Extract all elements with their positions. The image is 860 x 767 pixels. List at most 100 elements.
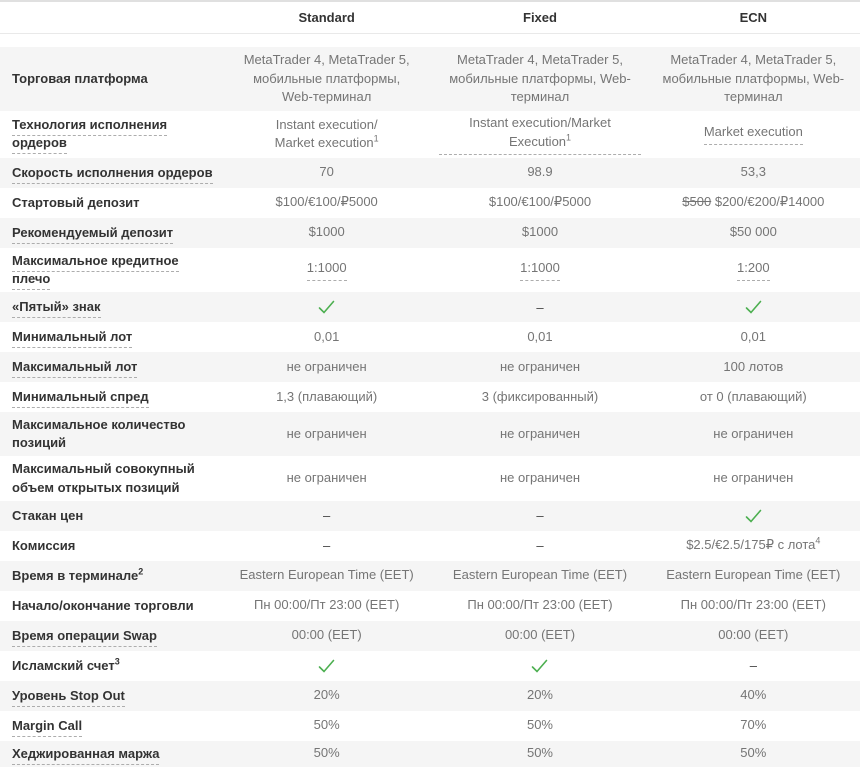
cell-value-text: 1:200 — [737, 259, 770, 275]
table-row: Максимальный лот не ограничен не ограничен… — [0, 352, 860, 383]
value-cell-ecn: не ограничен — [647, 422, 860, 447]
table-row: Время в терминале2 Eastern European Time … — [0, 560, 860, 591]
value-cell-standard: 50% — [220, 741, 433, 766]
row-label-text[interactable]: Технология исполнения ордеров — [12, 117, 168, 155]
cell-value: 70% — [740, 716, 766, 735]
column-header-ecn: ECN — [739, 10, 768, 25]
value-cell-standard: – — [220, 535, 433, 556]
cell-value[interactable]: Instant execution/Market Execution1 — [439, 114, 641, 155]
row-label-text: Стакан цен — [12, 507, 84, 523]
row-label-text: Комиссия — [12, 537, 76, 553]
row-label-text[interactable]: «Пятый» знак — [12, 298, 101, 318]
cell-value[interactable]: 1:1000 — [306, 259, 347, 281]
row-label: Рекомендуемый депозит — [0, 220, 220, 246]
cell-value: не ограничен — [287, 469, 367, 488]
cell-value-text: 50% — [526, 745, 553, 761]
row-label: Стартовый депозит — [0, 190, 220, 216]
row-label: Максимальное кредитное плечо — [0, 248, 220, 292]
table-row: «Пятый» знак – — [0, 292, 860, 323]
row-label-text[interactable]: Время операции Swap — [12, 627, 157, 647]
cell-value[interactable]: 1:1000 — [520, 259, 560, 281]
cell-value: Eastern European Time (EET) — [666, 566, 840, 585]
value-cell-standard: 1,3 (плавающий) — [220, 385, 433, 410]
cell-value: $1000 — [309, 223, 345, 242]
row-label-text[interactable]: Минимальный лот — [12, 328, 133, 348]
row-label-text: Стартовый депозит — [12, 194, 140, 210]
cell-value: от 0 (плавающий) — [700, 388, 807, 407]
row-label: Margin Call — [0, 713, 220, 739]
row-label-text[interactable]: Скорость исполнения ордеров — [12, 164, 213, 184]
check-icon — [318, 659, 335, 673]
cell-value-text: 1:1000 — [306, 259, 347, 275]
cell-value: 100 лотов — [723, 358, 783, 377]
cell-value-text: от 0 (плавающий) — [699, 388, 807, 404]
cell-value-text: 70 — [319, 164, 334, 180]
cell-value: 50% — [740, 744, 766, 763]
value-cell-ecn: 1:200 — [647, 256, 860, 284]
row-label-text[interactable]: Минимальный спред — [12, 388, 149, 408]
value-cell-standard — [220, 297, 433, 317]
value-cell-standard: Пн 00:00/Пт 23:00 (EET) — [220, 593, 433, 618]
cell-value: $50 000 — [730, 223, 777, 242]
row-label-text[interactable]: Уровень Stop Out — [12, 687, 125, 707]
cell-value-text: Eastern European Time (EET) — [666, 567, 841, 583]
table-row: Уровень Stop Out 20% 20% 40% — [0, 680, 860, 711]
cell-value[interactable]: 1:200 — [737, 259, 770, 281]
value-cell-fixed: MetaTrader 4, MetaTrader 5, мобильные пл… — [433, 48, 646, 111]
cell-value-text: Eastern European Time (EET) — [452, 567, 628, 583]
cell-value-text: не ограничен — [286, 358, 367, 374]
cell-value-text: 00:00 (EET) — [504, 627, 576, 643]
cell-value: не ограничен — [713, 425, 793, 444]
value-cell-fixed: 1:1000 — [433, 256, 646, 284]
table-row: Максимальное количество позиций не ограни… — [0, 412, 860, 457]
cell-value-text: 50% — [313, 717, 340, 733]
row-label: Технология исполнения ордеров — [0, 112, 220, 156]
table-row: Стартовый депозит $100/€100/₽5000 $100/€10… — [0, 188, 860, 218]
cell-value-text: 100 лотов — [723, 358, 784, 374]
footnote-marker: 4 — [815, 536, 821, 547]
cell-value-text: не ограничен — [499, 470, 581, 486]
row-label: Время в терминале2 — [0, 563, 220, 589]
cell-value: 50% — [314, 716, 340, 735]
value-cell-fixed: не ограничен — [433, 466, 646, 491]
cell-value-text: $1000 — [308, 224, 345, 240]
value-cell-standard: 20% — [220, 683, 433, 708]
row-label-text[interactable]: Максимальный лот — [12, 358, 138, 378]
cell-value: 00:00 (EET) — [292, 626, 362, 645]
value-cell-standard: $1000 — [220, 220, 433, 245]
value-cell-fixed: 0,01 — [433, 325, 646, 350]
table-row: Начало/окончание торговли Пн 00:00/Пт 23:… — [0, 591, 860, 621]
row-label: Минимальный лот — [0, 324, 220, 350]
check-icon — [745, 509, 762, 523]
table-row: Исламский счет3 – — [0, 651, 860, 681]
value-cell-ecn: $500 $200/€200/₽14000 — [647, 190, 860, 215]
cell-value-text: $50 000 — [729, 224, 777, 240]
cell-value[interactable]: Market execution — [703, 123, 803, 146]
value-cell-ecn: MetaTrader 4, MetaTrader 5, мобильные пл… — [647, 48, 860, 111]
value-cell-fixed: 3 (фиксированный) — [433, 385, 646, 410]
cell-value-text: 20% — [526, 687, 553, 703]
value-cell-fixed: 50% — [433, 741, 646, 766]
footnote-marker: 1 — [566, 132, 572, 143]
dash-icon: – — [536, 508, 544, 524]
row-label: Комиссия — [0, 533, 220, 559]
row-label-text[interactable]: Хеджированная маржа — [12, 745, 160, 765]
header-divider — [0, 33, 860, 34]
check-icon — [745, 300, 762, 314]
cell-value-text: 50% — [526, 717, 553, 733]
cell-value-text: 0,01 — [740, 328, 766, 344]
cell-value: 0,01 — [527, 328, 552, 347]
row-label-text[interactable]: Рекомендуемый депозит — [12, 224, 174, 244]
cell-value: 00:00 (EET) — [505, 626, 575, 645]
row-label: Торговая платформа — [0, 66, 220, 92]
value-cell-fixed: не ограничен — [433, 355, 646, 380]
footnote-marker: 2 — [138, 566, 144, 577]
cell-value: $2.5/€2.5/175₽ с лота4 — [686, 536, 820, 555]
table-row: Максимальное кредитное плечо 1:1000 1:1000… — [0, 248, 860, 292]
value-cell-fixed: $100/€100/₽5000 — [433, 190, 646, 215]
cell-value-text: 40% — [740, 687, 767, 703]
value-cell-standard — [220, 656, 433, 676]
row-label-text[interactable]: Максимальное кредитное плечо — [12, 252, 179, 290]
row-label-text[interactable]: Margin Call — [12, 717, 83, 737]
value-cell-standard: 00:00 (EET) — [220, 623, 433, 648]
